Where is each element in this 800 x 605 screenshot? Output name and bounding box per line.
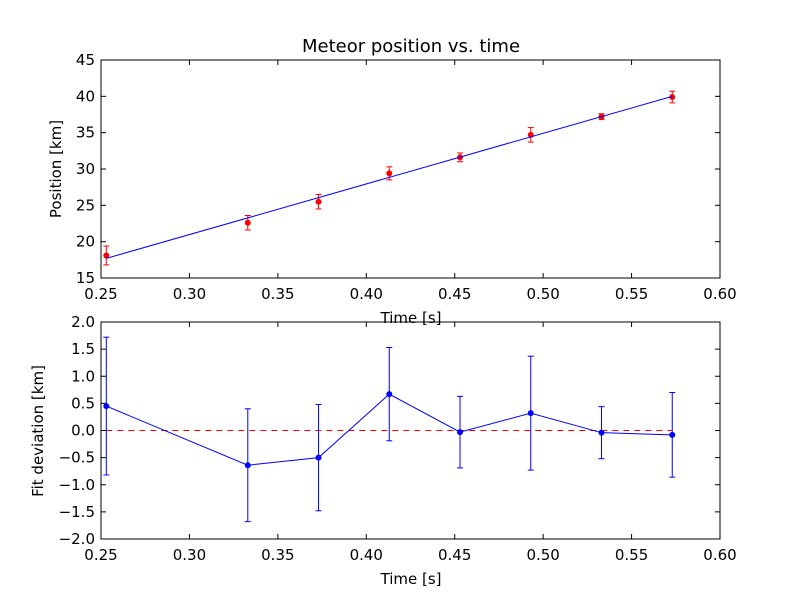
top-ytick-label: 35 (76, 124, 95, 142)
bottom-ytick-label: 1.5 (71, 340, 95, 358)
top-xtick-label: 0.25 (84, 285, 117, 303)
bottom-chart: Fit deviation [km] Time [s] 0.25 0.30 0.35… (29, 313, 737, 588)
top-xtick-label: 0.35 (261, 285, 294, 303)
top-chart: Meteor position vs. time Position [km] T… (47, 36, 737, 327)
bottom-xtick-label: 0.25 (84, 546, 117, 564)
top-ytick-label: 15 (76, 269, 95, 287)
bottom-chart-ticks: 0.25 0.30 0.35 0.40 0.45 0.50 0.55 0.60 −2.0 −1.5… (59, 313, 737, 564)
bottom-series-line (106, 393, 673, 466)
bottom-data-point (598, 429, 605, 436)
top-ytick-label: 45 (76, 51, 95, 69)
top-chart-title: Meteor position vs. time (302, 36, 520, 57)
bottom-data-point (527, 410, 534, 417)
bottom-data-point (103, 403, 110, 410)
bottom-data-point (244, 462, 251, 469)
bottom-xtick-label: 0.30 (173, 546, 206, 564)
top-xtick-label: 0.40 (350, 285, 383, 303)
bottom-xtick-label: 0.40 (350, 546, 383, 564)
top-data-point (386, 170, 393, 177)
bottom-data-point (669, 431, 676, 438)
bottom-ytick-label: 0.5 (71, 394, 95, 412)
bottom-xtick-label: 0.50 (526, 546, 559, 564)
bottom-ytick-label: −2.0 (59, 530, 95, 548)
bottom-chart-frame (100, 321, 721, 540)
top-chart-frame (100, 59, 721, 279)
top-xtick-label: 0.50 (526, 285, 559, 303)
bottom-data-point (386, 391, 393, 398)
bottom-xtick-label: 0.55 (615, 546, 648, 564)
top-chart-xlabel: Time [s] (380, 309, 442, 327)
bottom-data-point (457, 429, 464, 436)
bottom-data-point (315, 454, 322, 461)
bottom-ytick-label: −1.0 (59, 476, 95, 494)
top-ytick-label: 30 (76, 160, 95, 178)
top-xtick-label: 0.45 (438, 285, 471, 303)
bottom-chart-xlabel: Time [s] (380, 570, 442, 588)
top-chart-ylabel: Position [km] (47, 120, 65, 218)
bottom-ytick-label: 2.0 (71, 313, 95, 331)
top-data-point (315, 198, 322, 205)
top-data-point (103, 252, 110, 259)
bottom-xtick-label: 0.35 (261, 546, 294, 564)
top-ytick-label: 20 (76, 233, 95, 251)
top-data-point (244, 219, 251, 226)
bottom-ytick-label: −0.5 (59, 449, 95, 467)
top-xtick-label: 0.30 (173, 285, 206, 303)
top-ytick-label: 25 (76, 196, 95, 214)
bottom-chart-ylabel: Fit deviation [km] (29, 365, 47, 497)
bottom-ytick-label: −1.5 (59, 503, 95, 521)
bottom-chart-marks (103, 336, 676, 523)
top-xtick-label: 0.60 (703, 285, 736, 303)
top-xtick-label: 0.55 (615, 285, 648, 303)
bottom-ytick-label: 1.0 (71, 367, 95, 385)
top-chart-marks (103, 90, 676, 266)
top-fit-line (106, 95, 673, 259)
bottom-xtick-label: 0.60 (703, 546, 736, 564)
top-ytick-label: 40 (76, 87, 95, 105)
bottom-ytick-label: 0.0 (71, 422, 95, 440)
top-chart-ticks: 0.25 0.30 0.35 0.40 0.45 0.50 0.55 0.60 15 20 25 30… (76, 51, 737, 303)
bottom-xtick-label: 0.45 (438, 546, 471, 564)
